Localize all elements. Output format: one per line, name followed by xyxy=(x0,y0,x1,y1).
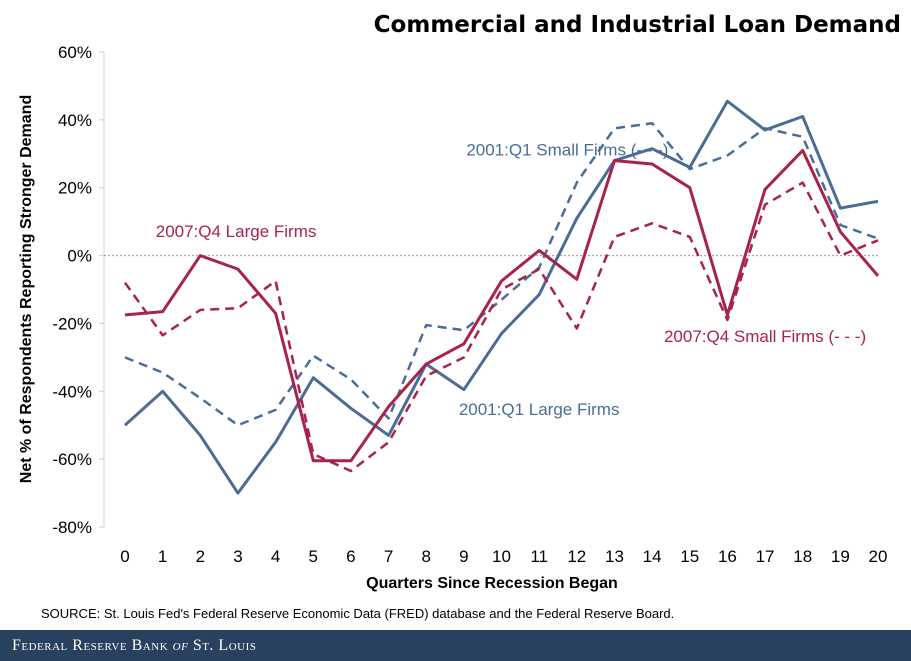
x-tick-label-16: 16 xyxy=(718,547,737,566)
x-tick-label-15: 15 xyxy=(680,547,699,566)
series-annotation-0: 2001:Q1 Small Firms (- - -) xyxy=(466,140,668,159)
y-tick-label-7: -80% xyxy=(52,518,92,537)
y-axis-label: Net % of Respondents Reporting Stronger … xyxy=(18,95,35,483)
x-tick-label-17: 17 xyxy=(756,547,775,566)
y-tick-label-1: 40% xyxy=(58,111,92,130)
x-tick-label-14: 14 xyxy=(643,547,662,566)
series-line-2 xyxy=(124,148,880,463)
footer-org-part2: St. Louis xyxy=(192,637,257,654)
x-tick-label-2: 2 xyxy=(196,547,205,566)
series-lines xyxy=(123,99,880,495)
series-annotation-2: 2007:Q4 Small Firms (- - -) xyxy=(664,327,866,346)
x-tick-label-1: 1 xyxy=(158,547,167,566)
source-note: SOURCE: St. Louis Fed's Federal Reserve … xyxy=(41,606,674,621)
x-axis-label: Quarters Since Recession Began xyxy=(366,575,618,592)
y-axis: 60% 40% 20% 0% -20% -40% -60% -80% xyxy=(52,43,105,537)
x-tick-label-6: 6 xyxy=(346,547,355,566)
x-tick-label-12: 12 xyxy=(567,547,586,566)
x-axis: 0 1 2 3 4 5 6 7 8 9 10 11 12 13 14 15 16 17 18 19 20 xyxy=(120,547,887,566)
x-tick-labels: 0 1 2 3 4 5 6 7 8 9 10 11 12 13 14 15 16 17 18 19 20 xyxy=(120,547,887,566)
x-tick-label-11: 11 xyxy=(530,547,548,566)
y-tick-label-0: 60% xyxy=(58,43,92,62)
footer-org-part1: Federal Reserve Bank xyxy=(12,637,169,654)
x-tick-label-3: 3 xyxy=(233,547,242,566)
y-tick-label-3: 0% xyxy=(67,247,92,266)
x-tick-label-8: 8 xyxy=(421,547,430,566)
x-tick-label-19: 19 xyxy=(831,547,850,566)
x-tick-label-10: 10 xyxy=(492,547,511,566)
x-tick-label-13: 13 xyxy=(605,547,624,566)
y-tick-labels: 60% 40% 20% 0% -20% -40% -60% -80% xyxy=(52,43,104,537)
y-tick-label-5: -40% xyxy=(52,382,92,401)
x-tick-label-9: 9 xyxy=(459,547,468,566)
y-tick-label-4: -20% xyxy=(52,314,92,333)
series-line-0 xyxy=(123,99,879,495)
chart-title: Commercial and Industrial Loan Demand xyxy=(374,12,901,38)
footer-bar: Federal Reserve Bank of St. Louis xyxy=(0,630,911,661)
line-chart: Commercial and Industrial Loan Demand 60… xyxy=(18,12,901,621)
x-tick-label-0: 0 xyxy=(120,547,129,566)
series-annotation-3: 2001:Q1 Large Firms xyxy=(459,400,620,419)
y-tick-label-2: 20% xyxy=(58,179,92,198)
series-line-1 xyxy=(124,122,879,427)
series-annotations: 2001:Q1 Small Firms (- - -) 2007:Q4 Large… xyxy=(156,140,866,419)
x-tick-label-5: 5 xyxy=(309,547,318,566)
y-tick-label-6: -60% xyxy=(52,450,92,469)
footer-org-of: of xyxy=(172,637,189,654)
x-tick-label-18: 18 xyxy=(793,547,812,566)
x-tick-label-7: 7 xyxy=(384,547,393,566)
x-tick-label-20: 20 xyxy=(869,547,888,566)
series-annotation-1: 2007:Q4 Large Firms xyxy=(156,222,317,241)
x-tick-label-4: 4 xyxy=(271,547,280,566)
